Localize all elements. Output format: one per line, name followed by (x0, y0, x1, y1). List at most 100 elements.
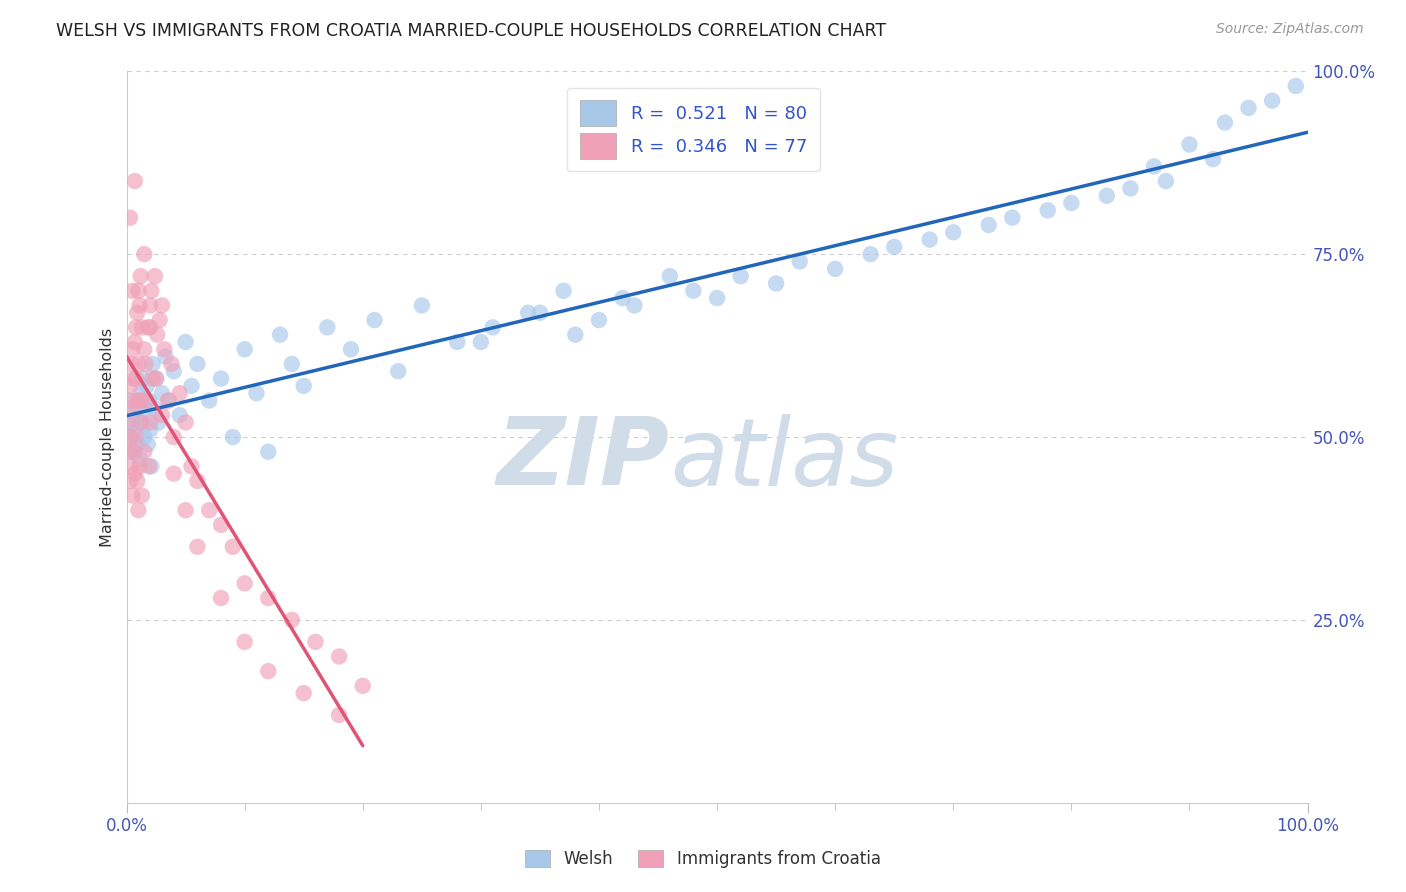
Point (304, 635, 326, 649)
Point (1143, 160, 1166, 174)
Point (134, 247, 156, 261)
Point (125, 371, 148, 385)
Point (257, 444, 280, 458)
Legend: Welsh, Immigrants from Croatia: Welsh, Immigrants from Croatia (519, 843, 887, 875)
Point (623, 298, 645, 312)
Point (124, 174, 146, 188)
Point (470, 334, 492, 349)
Point (139, 320, 162, 334)
Point (169, 408, 191, 422)
Point (977, 218, 1000, 232)
Point (120, 474, 142, 488)
Point (198, 393, 221, 408)
Point (281, 357, 304, 371)
Point (174, 416, 197, 430)
Point (730, 269, 752, 284)
Point (118, 444, 141, 458)
Point (127, 474, 149, 488)
Legend: R =  0.521   N = 80, R =  0.346   N = 77: R = 0.521 N = 80, R = 0.346 N = 77 (568, 87, 820, 171)
Point (150, 408, 173, 422)
Point (186, 474, 208, 488)
Point (198, 503, 221, 517)
Point (1178, 137, 1201, 152)
Point (1237, 101, 1260, 115)
Point (129, 269, 152, 284)
Point (1154, 174, 1177, 188)
Point (222, 430, 245, 444)
Point (120, 379, 142, 393)
Point (136, 437, 159, 451)
Point (942, 225, 965, 239)
Point (918, 233, 941, 247)
Point (131, 489, 153, 503)
Point (1202, 152, 1225, 166)
Point (233, 576, 256, 591)
Point (120, 357, 142, 371)
Point (143, 269, 166, 284)
Point (141, 284, 163, 298)
Point (163, 430, 186, 444)
Point (129, 416, 152, 430)
Point (1213, 115, 1236, 129)
Point (120, 430, 142, 444)
Point (132, 371, 155, 385)
Point (209, 517, 232, 532)
Point (517, 306, 540, 320)
Point (127, 503, 149, 517)
Point (127, 401, 149, 415)
Point (134, 408, 156, 422)
Point (150, 386, 173, 401)
Point (824, 261, 846, 276)
Point (146, 327, 169, 342)
Point (122, 371, 145, 385)
Point (138, 393, 160, 408)
Point (124, 334, 146, 349)
Point (153, 343, 176, 357)
Point (156, 393, 179, 408)
Point (121, 284, 143, 298)
Point (588, 313, 610, 327)
Point (120, 430, 142, 444)
Point (136, 320, 159, 334)
Point (155, 350, 177, 364)
Point (883, 240, 905, 254)
Point (124, 393, 146, 408)
Point (281, 613, 304, 627)
Point (564, 327, 586, 342)
Point (222, 540, 245, 554)
Point (125, 320, 148, 334)
Point (682, 284, 704, 298)
Point (127, 357, 149, 371)
Point (411, 298, 433, 312)
Point (150, 298, 173, 312)
Point (138, 459, 160, 474)
Point (706, 291, 728, 305)
Point (859, 247, 882, 261)
Point (316, 320, 339, 334)
Point (131, 416, 153, 430)
Point (139, 423, 162, 437)
Point (174, 503, 197, 517)
Point (141, 371, 163, 385)
Point (127, 284, 149, 298)
Point (125, 430, 148, 444)
Point (233, 635, 256, 649)
Point (134, 444, 156, 458)
Point (129, 386, 152, 401)
Point (160, 357, 183, 371)
Point (340, 343, 363, 357)
Point (529, 306, 551, 320)
Point (128, 298, 150, 312)
Point (1119, 181, 1142, 195)
Point (765, 277, 787, 291)
Point (612, 291, 634, 305)
Point (134, 343, 156, 357)
Point (1036, 203, 1059, 218)
Point (163, 364, 186, 378)
Point (145, 371, 167, 385)
Point (446, 334, 468, 349)
Point (363, 313, 385, 327)
Point (186, 540, 208, 554)
Point (121, 489, 143, 503)
Point (142, 401, 165, 415)
